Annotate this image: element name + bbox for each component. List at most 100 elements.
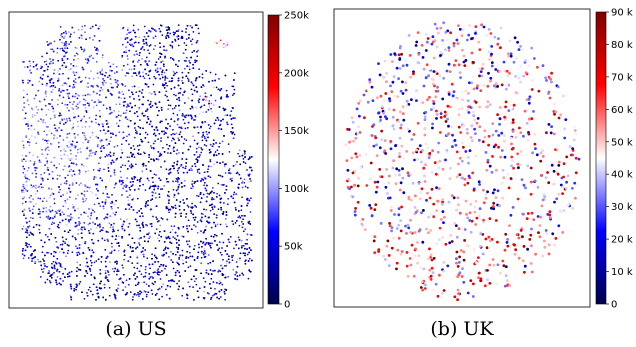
scatter-point-us xyxy=(227,238,230,241)
scatter-point-us xyxy=(99,89,102,92)
scatter-point-us xyxy=(127,160,130,162)
scatter-point-us xyxy=(218,297,220,300)
scatter-point-us xyxy=(130,142,132,145)
scatter-point-us xyxy=(116,242,118,245)
scatter-point-us xyxy=(107,163,110,166)
scatter-point-us xyxy=(160,166,162,168)
scatter-point-us xyxy=(144,265,147,268)
scatter-point-us xyxy=(203,176,206,179)
scatter-point-us xyxy=(29,160,32,162)
scatter-point-us xyxy=(47,178,49,181)
scatter-point-us xyxy=(82,94,84,97)
scatter-point-us xyxy=(141,221,144,224)
scatter-point-us xyxy=(74,236,76,239)
scatter-point-us xyxy=(27,103,30,106)
scatter-point-us xyxy=(65,182,68,185)
scatter-point-us xyxy=(169,279,172,282)
scatter-point-us xyxy=(83,297,86,300)
scatter-point-us xyxy=(186,77,189,80)
scatter-point-us xyxy=(175,71,178,74)
scatter-point-us xyxy=(166,84,168,87)
scatter-point-us xyxy=(249,178,251,180)
scatter-point-us xyxy=(133,98,135,100)
scatter-point-us xyxy=(235,172,238,175)
scatter-point-us xyxy=(133,136,136,139)
scatter-point-us xyxy=(45,113,48,116)
scatter-point-us xyxy=(48,149,50,152)
scatter-point-us xyxy=(65,64,67,67)
scatter-point-us xyxy=(247,277,250,280)
scatter-point-us xyxy=(151,293,154,295)
scatter-point-us xyxy=(140,237,142,239)
scatter-point-us xyxy=(104,248,107,251)
scatter-point-us xyxy=(158,234,160,236)
scatter-point-us xyxy=(171,41,174,43)
scatter-point-us xyxy=(22,191,25,194)
scatter-point-us xyxy=(233,88,236,91)
scatter-point-us xyxy=(59,121,61,123)
scatter-point-us xyxy=(41,78,44,80)
scatter-point-us xyxy=(93,150,95,153)
scatter-point-us xyxy=(149,185,152,188)
scatter-point-us xyxy=(99,71,102,73)
scatter-point-us xyxy=(176,235,179,237)
scatter-point-us xyxy=(97,292,99,295)
scatter-point-us xyxy=(142,96,145,98)
scatter-point-us xyxy=(88,286,91,289)
scatter-point-us xyxy=(194,119,196,121)
scatter-point-us xyxy=(86,261,88,264)
scatter-point-us xyxy=(83,193,86,196)
scatter-point-us xyxy=(64,55,67,58)
scatter-point-us xyxy=(235,261,238,263)
scatter-point-us xyxy=(22,257,25,260)
scatter-point-us xyxy=(60,283,62,286)
scatter-point-us xyxy=(218,269,220,272)
scatter-point-us xyxy=(193,224,195,226)
scatter-point-us xyxy=(60,183,62,186)
scatter-point-us xyxy=(174,216,177,218)
scatter-point-us xyxy=(220,253,223,256)
scatter-point-us xyxy=(74,54,76,57)
scatter-point-us xyxy=(174,207,177,210)
scatter-point-us xyxy=(123,229,126,232)
scatter-point-us xyxy=(109,65,112,68)
scatter-point-us xyxy=(76,266,78,269)
scatter-point-us xyxy=(191,38,194,41)
scatter-point-us xyxy=(93,203,96,206)
scatter-point-us xyxy=(159,230,161,233)
scatter-point-us xyxy=(214,224,217,226)
scatter-point-us xyxy=(190,40,192,42)
scatter-point-us xyxy=(178,208,181,211)
scatter-point-us xyxy=(163,65,165,68)
scatter-point-us xyxy=(167,202,170,204)
scatter-point-us xyxy=(193,299,195,301)
scatter-points-us xyxy=(21,24,253,301)
scatter-point-us xyxy=(194,244,197,247)
scatter-point-us xyxy=(250,197,252,200)
scatter-point-us xyxy=(186,171,189,174)
scatter-point-us xyxy=(69,146,71,149)
scatter-point-us xyxy=(188,240,191,242)
scatter-point-us xyxy=(70,168,73,171)
scatter-point-us xyxy=(34,262,36,265)
scatter-point-us xyxy=(96,145,99,148)
scatter-point-us xyxy=(31,115,34,118)
scatter-point-us xyxy=(72,83,75,86)
scatter-point-us xyxy=(163,49,165,51)
scatter-point-us xyxy=(121,43,124,46)
scatter-point-us xyxy=(226,245,228,247)
scatter-point-us xyxy=(68,43,70,45)
scatter-point-us xyxy=(79,269,82,271)
scatter-point-us xyxy=(115,134,117,137)
scatter-point-us xyxy=(191,82,194,85)
scatter-point-us xyxy=(244,185,247,188)
scatter-point-us xyxy=(99,129,102,132)
scatter-point-us xyxy=(163,45,165,48)
scatter-point-us xyxy=(179,92,181,94)
scatter-point-us xyxy=(53,222,55,225)
scatter-point-us xyxy=(44,234,47,236)
scatter-point-us xyxy=(122,101,125,104)
scatter-point-us xyxy=(192,286,194,288)
scatter-point-us xyxy=(161,120,163,123)
